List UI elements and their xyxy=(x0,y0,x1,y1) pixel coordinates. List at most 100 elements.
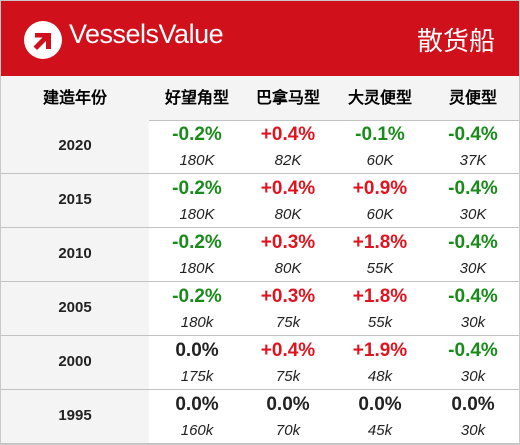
table-row: 2005 -0.2% 180k +0.3% 75k +1.8% 55k -0.4% 30k xyxy=(1,282,519,336)
build-year-cell: 2000 xyxy=(1,336,149,389)
handysize-cell: -0.4% 30K xyxy=(428,174,518,227)
value-change-percent: 0.0% xyxy=(358,394,402,415)
value-change-percent: 0.0% xyxy=(175,394,219,415)
value-change-percent: +1.9% xyxy=(352,340,408,361)
value-change-percent: -0.2% xyxy=(172,286,222,307)
build-year-cell: 2015 xyxy=(1,174,149,227)
table-row: 2015 -0.2% 180K +0.4% 80K +0.9% 60K -0.4% 30K xyxy=(1,174,519,228)
value-change-percent: -0.4% xyxy=(448,286,498,307)
capesize-cell: 0.0% 160k xyxy=(152,390,242,443)
build-year: 2000 xyxy=(58,353,92,370)
handysize-cell: -0.4% 30k xyxy=(428,282,518,335)
value-change-percent: -0.4% xyxy=(448,178,498,199)
value-change-percent: 0.0% xyxy=(175,340,219,361)
vessel-value: 30K xyxy=(459,260,487,277)
supramax-cell: +1.8% 55k xyxy=(335,282,425,335)
value-change-percent: +0.4% xyxy=(260,340,316,361)
vessel-value: 75k xyxy=(275,368,301,385)
vessel-value: 55k xyxy=(367,314,393,331)
build-year-cell: 1995 xyxy=(1,390,149,443)
vessel-category-title: 散货船 xyxy=(416,27,495,57)
table-row: 2010 -0.2% 180K +0.3% 80K +1.8% 55K -0.4% 30K xyxy=(1,228,519,282)
value-change-percent: +1.8% xyxy=(352,286,408,307)
build-year-cell: 2020 xyxy=(1,120,149,173)
value-change-percent: +0.9% xyxy=(352,178,408,199)
vessel-value: 60K xyxy=(366,152,394,169)
capesize-cell: -0.2% 180K xyxy=(152,228,242,281)
vessel-value: 80K xyxy=(274,206,302,223)
table-row: 1995 0.0% 160k 0.0% 70k 0.0% 45k 0.0% 30k xyxy=(1,390,519,444)
value-change-percent: +0.3% xyxy=(260,232,316,253)
panamax-cell: 0.0% 70k xyxy=(243,390,333,443)
panamax-cell: +0.4% 82K xyxy=(243,120,333,173)
vessel-value: 55K xyxy=(366,260,394,277)
value-change-percent: 0.0% xyxy=(451,394,495,415)
panamax-cell: +0.4% 80K xyxy=(243,174,333,227)
value-change-percent: -0.4% xyxy=(448,124,498,145)
panamax-cell: +0.4% 75k xyxy=(243,336,333,389)
build-year: 2020 xyxy=(58,137,92,154)
supramax-cell: +1.9% 48k xyxy=(335,336,425,389)
value-change-percent: -0.1% xyxy=(355,124,405,145)
brand-name: VesselsValue xyxy=(69,19,224,49)
column-header-build-year: 建造年份 xyxy=(42,88,107,107)
table-row: 2000 0.0% 175k +0.4% 75k +1.9% 48k -0.4% 30k xyxy=(1,336,519,390)
column-header-supramax: 大灵便型 xyxy=(347,88,412,107)
value-change-percent: +0.3% xyxy=(260,286,316,307)
vessel-value: 180K xyxy=(179,206,215,223)
column-header-capesize: 好望角型 xyxy=(164,88,229,107)
value-change-percent: -0.2% xyxy=(172,178,222,199)
build-year-cell: 2005 xyxy=(1,282,149,335)
value-change-percent: -0.4% xyxy=(448,232,498,253)
value-change-percent: +1.8% xyxy=(352,232,408,253)
panamax-cell: +0.3% 80K xyxy=(243,228,333,281)
panamax-cell: +0.3% 75k xyxy=(243,282,333,335)
vessel-value: 45k xyxy=(367,422,393,439)
vessel-value: 30k xyxy=(460,422,486,439)
capesize-cell: -0.2% 180K xyxy=(152,174,242,227)
capesize-cell: -0.2% 180k xyxy=(152,282,242,335)
value-change-percent: -0.2% xyxy=(172,232,222,253)
header-bar: VesselsValue 散货船 xyxy=(1,1,519,76)
vessel-value: 175k xyxy=(180,368,214,385)
value-change-percent: +0.4% xyxy=(260,124,316,145)
capesize-cell: -0.2% 180K xyxy=(152,120,242,173)
handysize-cell: -0.4% 30k xyxy=(428,336,518,389)
build-year: 2010 xyxy=(58,245,92,262)
supramax-cell: -0.1% 60K xyxy=(335,120,425,173)
build-year: 1995 xyxy=(58,407,92,424)
handysize-cell: 0.0% 30k xyxy=(428,390,518,443)
vessel-value: 30K xyxy=(459,206,487,223)
table-header-row: 建造年份 好望角型 巴拿马型 大灵便型 灵便型 xyxy=(1,76,519,121)
vessel-value: 70k xyxy=(275,422,301,439)
vessel-value: 60K xyxy=(366,206,394,223)
handysize-cell: -0.4% 37K xyxy=(428,120,518,173)
vessel-value: 30k xyxy=(460,314,486,331)
column-header-handysize: 灵便型 xyxy=(448,88,497,107)
supramax-cell: +0.9% 60K xyxy=(335,174,425,227)
vessel-value: 80K xyxy=(274,260,302,277)
vessel-value: 82K xyxy=(274,152,302,169)
value-change-percent: 0.0% xyxy=(266,394,310,415)
vessel-value: 30k xyxy=(460,368,486,385)
handysize-cell: -0.4% 30K xyxy=(428,228,518,281)
vessel-value: 48k xyxy=(367,368,393,385)
build-year-cell: 2010 xyxy=(1,228,149,281)
column-header-panamax: 巴拿马型 xyxy=(255,88,320,107)
vessel-value: 37K xyxy=(459,152,487,169)
value-change-percent: +0.4% xyxy=(260,178,316,199)
value-change-percent: -0.4% xyxy=(448,340,498,361)
supramax-cell: +1.8% 55K xyxy=(335,228,425,281)
vessel-value: 180k xyxy=(180,314,214,331)
vessel-value: 160k xyxy=(180,422,214,439)
table-row: 2020 -0.2% 180K +0.4% 82K -0.1% 60K -0.4% 37K xyxy=(1,120,519,174)
vessel-value: 75k xyxy=(275,314,301,331)
capesize-cell: 0.0% 175k xyxy=(152,336,242,389)
supramax-cell: 0.0% 45k xyxy=(335,390,425,443)
value-change-percent: -0.2% xyxy=(172,124,222,145)
build-year: 2015 xyxy=(58,191,92,208)
build-year: 2005 xyxy=(58,299,92,316)
vesselsvalue-logo-icon xyxy=(24,21,62,59)
vessel-value: 180K xyxy=(179,152,215,169)
